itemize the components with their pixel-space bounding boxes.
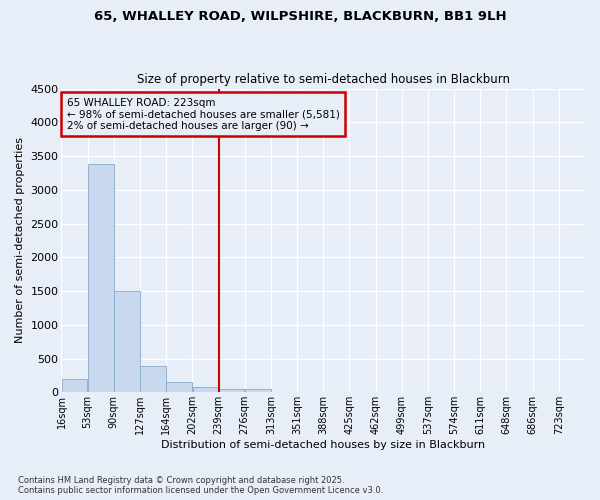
Bar — [114, 291, 140, 392]
Title: Size of property relative to semi-detached houses in Blackburn: Size of property relative to semi-detach… — [137, 73, 510, 86]
Bar — [88, 164, 113, 392]
Bar — [140, 366, 166, 392]
Y-axis label: Number of semi-detached properties: Number of semi-detached properties — [15, 138, 25, 344]
Text: 65, WHALLEY ROAD, WILPSHIRE, BLACKBURN, BB1 9LH: 65, WHALLEY ROAD, WILPSHIRE, BLACKBURN, … — [94, 10, 506, 23]
X-axis label: Distribution of semi-detached houses by size in Blackburn: Distribution of semi-detached houses by … — [161, 440, 485, 450]
Bar — [166, 382, 192, 392]
Bar — [219, 388, 244, 392]
Text: 65 WHALLEY ROAD: 223sqm
← 98% of semi-detached houses are smaller (5,581)
2% of : 65 WHALLEY ROAD: 223sqm ← 98% of semi-de… — [67, 98, 340, 131]
Text: Contains HM Land Registry data © Crown copyright and database right 2025.
Contai: Contains HM Land Registry data © Crown c… — [18, 476, 383, 495]
Bar — [62, 379, 88, 392]
Bar — [193, 387, 218, 392]
Bar — [245, 390, 271, 392]
